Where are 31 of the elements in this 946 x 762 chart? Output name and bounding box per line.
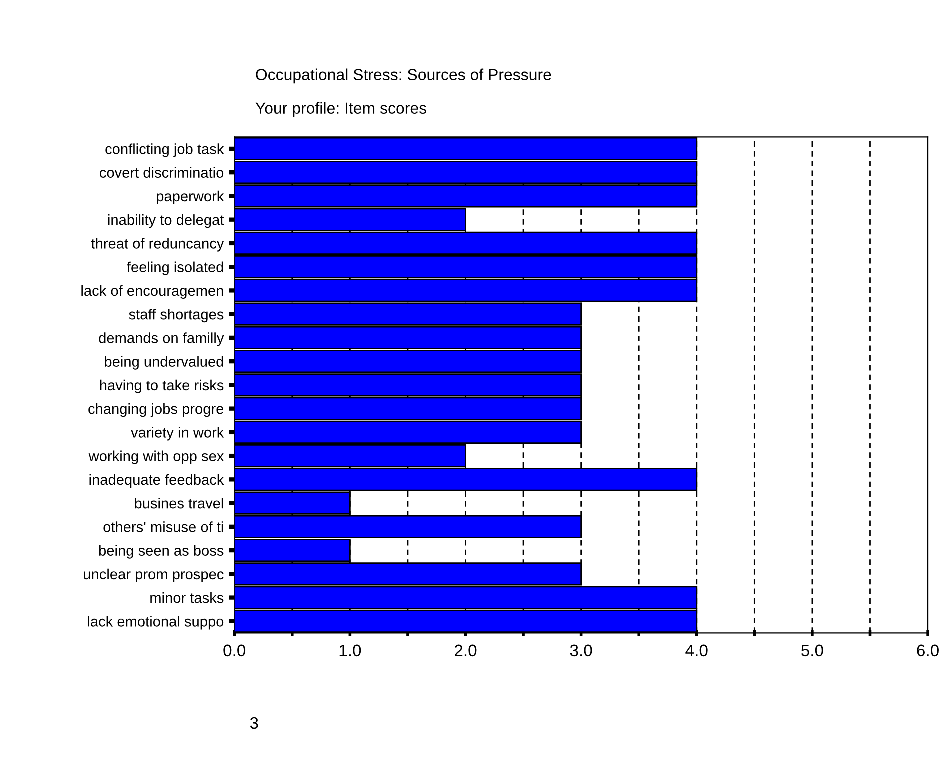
y-tick-label: unclear prom prospec — [84, 568, 224, 582]
x-tick-label: 2.0 — [455, 644, 477, 657]
y-tick-label: paperwork — [157, 190, 224, 205]
y-tick-label: inability to delegat — [108, 214, 224, 228]
text: 3 — [250, 717, 258, 730]
y-tick-label: threat of reduncancy — [91, 238, 224, 252]
y-tick-label: working with opp sex — [88, 450, 224, 464]
y-tick-label: demands on familly — [99, 332, 224, 346]
y-tick-label: busines travel — [135, 498, 224, 509]
x-tick-label: 0.0 — [224, 644, 246, 657]
y-tick-label: feeling isolated — [127, 262, 224, 276]
y-tick-label: being undervalued — [105, 356, 224, 370]
y-tick-label: minor tasks — [150, 592, 224, 604]
y-tick-label: others' misuse of ti — [104, 522, 224, 532]
y-tick-label: being seen as boss — [99, 545, 224, 559]
y-tick-label: staff shortages — [129, 309, 224, 323]
x-tick-label: 4.0 — [686, 644, 708, 657]
y-tick-label: conflicting job task — [106, 144, 224, 158]
y-tick-label: having to take risks — [100, 380, 224, 394]
x-tick-label: 3.0 — [570, 644, 592, 657]
y-tick-label: lack of encouragemen — [82, 285, 224, 300]
y-tick-label: covert discriminatio — [100, 167, 224, 178]
x-tick-label: 5.0 — [802, 644, 824, 657]
y-tick-label: variety in work — [131, 427, 224, 441]
x-tick-label: 6.0 — [917, 644, 939, 657]
y-tick-label: lack emotional suppo — [88, 616, 224, 630]
chart-subtitle: Your profile: Item scores — [256, 102, 426, 118]
chart-title: Occupational Stress: Sources of Pressure — [256, 68, 552, 84]
y-tick-label: changing jobs progre — [88, 404, 224, 418]
x-tick-label: 1.0 — [340, 644, 362, 657]
y-tick-label: inadequate feedback — [90, 474, 224, 488]
